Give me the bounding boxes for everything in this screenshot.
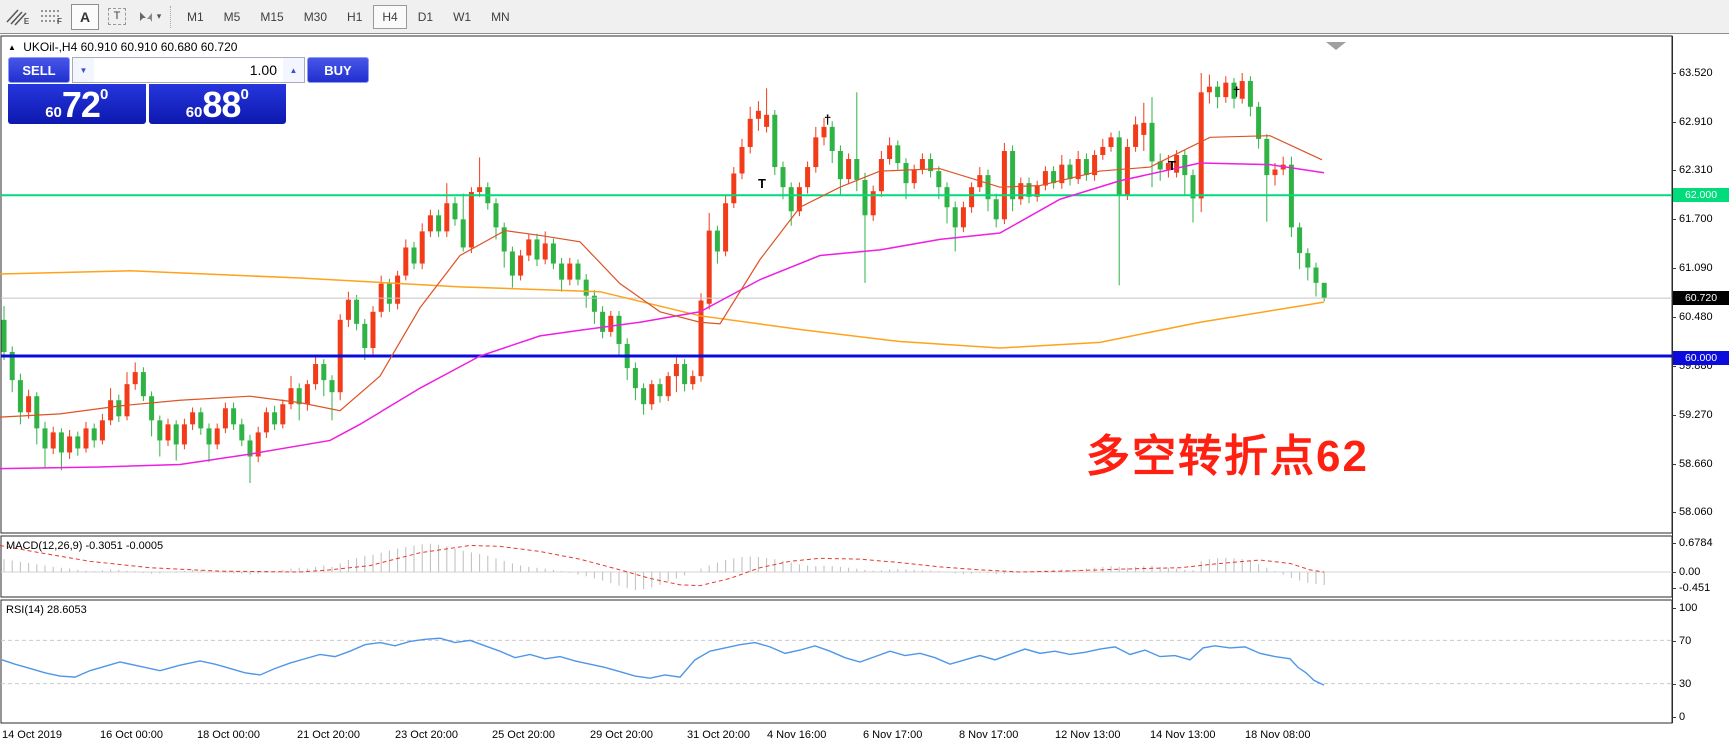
axis-label: 70: [1679, 635, 1692, 647]
price-level-badge: 60.720: [1673, 291, 1729, 305]
axis-label: 63.520: [1679, 67, 1713, 79]
chinese-annotation-text: 多空转折点62: [1086, 432, 1369, 481]
axis-label: 61.700: [1679, 213, 1713, 225]
time-axis-label: 16 Oct 00:00: [100, 729, 163, 741]
time-axis-label: 4 Nov 16:00: [767, 729, 827, 741]
timeframe-m15[interactable]: M15: [260, 9, 284, 24]
sell-price-display[interactable]: 60 72 0: [8, 84, 146, 124]
drawn-object-marker: T: [1168, 158, 1176, 173]
axis-label: 58.060: [1679, 506, 1713, 518]
volume-increase-button[interactable]: ▲: [283, 58, 304, 82]
buy-button[interactable]: BUY: [307, 57, 369, 83]
volume-box: ▼ ▲: [72, 57, 305, 83]
time-axis-label: 18 Oct 00:00: [197, 729, 260, 741]
time-axis-label: 23 Oct 20:00: [395, 729, 458, 741]
equidistant-channel-tool-icon[interactable]: E: [2, 5, 32, 29]
macd-indicator-label: MACD(12,26,9) -0.3051 -0.0005: [6, 540, 164, 552]
ohlc-values: 60.910 60.910 60.680 60.720: [80, 40, 238, 54]
timeframe-mn[interactable]: MN: [491, 9, 510, 24]
time-axis-label: 14 Oct 2019: [2, 729, 62, 741]
time-axis-label: 21 Oct 20:00: [297, 729, 360, 741]
up-arrow-icon: ▲: [289, 65, 298, 75]
dropdown-caret-icon: ▾: [156, 11, 162, 21]
price-level-badge: 60.000: [1673, 351, 1729, 365]
arrows-tool-icon[interactable]: ▾: [134, 5, 164, 29]
drawn-object-marker: †: [1233, 84, 1240, 99]
timeframe-h4[interactable]: H4: [373, 4, 407, 29]
time-axis-label: 31 Oct 20:00: [687, 729, 750, 741]
drawn-object-marker: T: [758, 176, 766, 191]
time-axis-label: 25 Oct 20:00: [492, 729, 555, 741]
timeframe-h1[interactable]: H1: [347, 9, 363, 24]
axis-label: 0.6784: [1679, 537, 1713, 549]
axis-label: 62.310: [1679, 164, 1713, 176]
time-axis-label: 14 Nov 13:00: [1150, 729, 1216, 741]
rsi-indicator-label: RSI(14) 28.6053: [6, 604, 87, 616]
axis-label: 61.090: [1679, 262, 1713, 274]
price-level-badge: 62.000: [1673, 188, 1729, 202]
symbol-label: UKOil-,H4: [23, 40, 78, 54]
time-axis-label: 8 Nov 17:00: [959, 729, 1019, 741]
volume-input[interactable]: [94, 58, 283, 82]
text-label-tool-button[interactable]: A: [71, 3, 99, 30]
time-axis-label: 29 Oct 20:00: [590, 729, 653, 741]
timeframe-m5[interactable]: M5: [223, 9, 241, 24]
drawn-object-marker: †: [824, 112, 831, 127]
collapse-arrow-icon[interactable]: ▲: [8, 43, 16, 52]
timeframe-w1[interactable]: W1: [453, 9, 472, 24]
axis-label: 0: [1679, 711, 1686, 723]
time-axis-label: 6 Nov 17:00: [863, 729, 923, 741]
text-tool-icon: T: [107, 8, 127, 25]
top-toolbar: E F A T ▾ M1 M5 M15 M30 H1 H4 D1 W1 MN: [0, 0, 1729, 34]
time-axis-label: 18 Nov 08:00: [1245, 729, 1311, 741]
timeframe-d1[interactable]: D1: [417, 9, 434, 24]
axis-label: -0.451: [1679, 582, 1711, 594]
fibonacci-tool-icon[interactable]: F: [41, 9, 62, 26]
text-tool-button[interactable]: T: [105, 6, 129, 28]
toolbar-separator: [170, 5, 171, 28]
axis-label: 30: [1679, 678, 1692, 690]
down-arrow-icon: ▼: [79, 65, 88, 75]
axis-label: 62.910: [1679, 116, 1713, 128]
timeframe-m30[interactable]: M30: [303, 9, 328, 24]
volume-decrease-button[interactable]: ▼: [73, 58, 94, 82]
timeframe-m1[interactable]: M1: [187, 9, 204, 24]
axis-label: 59.270: [1679, 409, 1713, 421]
timeframe-group: M1 M5 M15 M30 H1 H4 D1 W1 MN: [177, 4, 520, 29]
axis-label: 100: [1679, 602, 1698, 614]
time-axis-label: 12 Nov 13:00: [1055, 729, 1121, 741]
axis-label: 60.480: [1679, 311, 1713, 323]
axis-label: 58.660: [1679, 458, 1713, 470]
axis-label: 0.00: [1679, 566, 1701, 578]
chart-symbol-title: ▲ UKOil-,H4 60.910 60.910 60.680 60.720: [8, 40, 237, 54]
buy-price-display[interactable]: 60 88 0: [148, 84, 286, 124]
sell-button[interactable]: SELL: [8, 57, 70, 83]
